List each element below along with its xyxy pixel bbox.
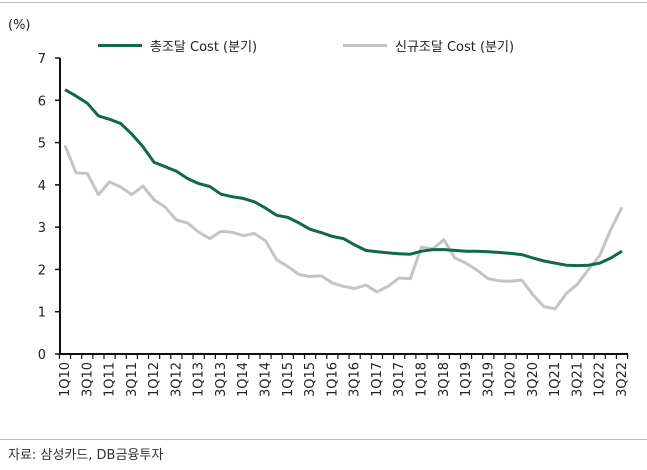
y-tick-label: 3 — [38, 221, 46, 236]
y-tick-label: 1 — [38, 306, 46, 321]
legend-label-new: 신규조달 Cost (분기) — [395, 40, 515, 55]
y-tick-label: 2 — [38, 263, 46, 278]
x-tick-label: 3Q15 — [303, 362, 318, 397]
x-tick-label: 1Q20 — [504, 362, 519, 397]
x-tick-label: 3Q13 — [214, 362, 229, 397]
x-tick-label: 1Q19 — [459, 362, 474, 397]
y-tick-label: 5 — [38, 137, 46, 152]
x-tick-label: 3Q22 — [615, 362, 630, 397]
x-tick-label: 1Q12 — [147, 362, 162, 397]
x-tick-label: 1Q11 — [103, 362, 118, 397]
x-tick-label: 1Q14 — [236, 362, 251, 397]
x-tick-label: 3Q18 — [437, 362, 452, 397]
x-tick-label: 1Q16 — [325, 362, 340, 397]
legend-swatch-total — [98, 44, 142, 47]
bottom-divider — [0, 439, 647, 440]
x-tick-label: 1Q15 — [281, 362, 296, 397]
x-tick-label: 3Q21 — [570, 362, 585, 397]
x-tick-label: 1Q10 — [58, 362, 73, 397]
x-tick-label: 3Q10 — [80, 362, 95, 397]
y-tick-label: 6 — [38, 94, 46, 109]
legend-item-new: 신규조달 Cost (분기) — [343, 36, 514, 55]
x-tick-label: 3Q16 — [348, 362, 363, 397]
y-tick-label: 7 — [38, 52, 46, 67]
source-note: 자료: 삼성카드, DB금융투자 — [8, 448, 164, 463]
legend-item-total: 총조달 Cost (분기) — [98, 36, 257, 55]
y-tick-label: 4 — [38, 179, 46, 194]
x-tick-label: 3Q12 — [169, 362, 184, 397]
y-unit-label: (%) — [8, 18, 31, 33]
x-tick-label: 1Q22 — [593, 362, 608, 397]
top-divider — [0, 2, 647, 3]
x-tick-label: 3Q14 — [259, 362, 274, 397]
x-tick-label: 1Q13 — [192, 362, 207, 397]
x-tick-label: 1Q17 — [370, 362, 385, 397]
x-tick-label: 3Q19 — [481, 362, 496, 397]
series-line-new-cost — [63, 144, 624, 311]
x-tick-label: 1Q18 — [414, 362, 429, 397]
x-tick-label: 1Q21 — [548, 362, 563, 397]
x-tick-label: 3Q11 — [125, 362, 140, 397]
legend-swatch-new — [343, 44, 387, 47]
y-tick-label: 0 — [38, 348, 46, 363]
x-tick-label: 3Q17 — [392, 362, 407, 397]
x-tick-label: 3Q20 — [526, 362, 541, 397]
legend-label-total: 총조달 Cost (분기) — [150, 40, 258, 55]
series-line-total-cost — [64, 88, 623, 268]
